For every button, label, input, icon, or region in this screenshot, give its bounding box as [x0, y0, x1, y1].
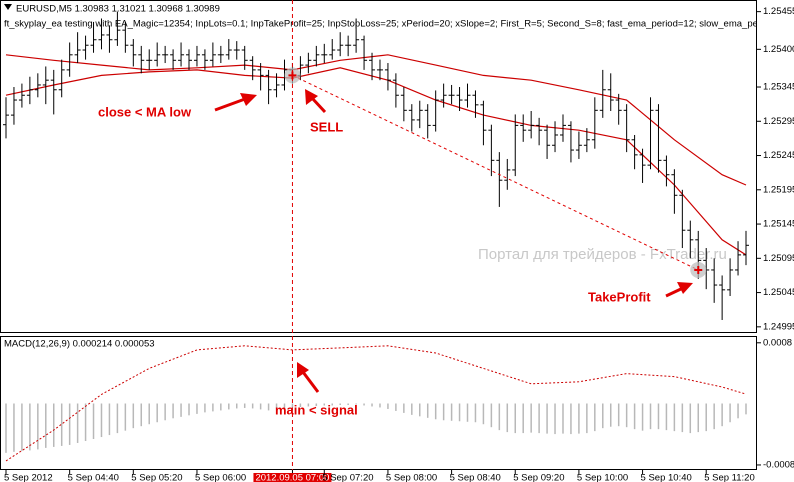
x-tick-label: 2012.09.05 07:00 — [255, 473, 329, 482]
watermark: Портал для трейдеров - FxTrader.ru — [478, 246, 727, 263]
y-tick-label: 1.25045 — [763, 287, 794, 298]
annotation: SELL — [310, 119, 343, 134]
trade-marker — [694, 265, 703, 274]
arrow-head — [297, 362, 309, 378]
x-tick-label: 5 Sep 2012 — [4, 473, 53, 482]
x-tick-label: 5 Sep 06:00 — [195, 473, 246, 482]
y-tick-label: 1.25245 — [763, 150, 794, 161]
y-tick-label: 1.25295 — [763, 116, 794, 127]
x-tick-label: 5 Sep 08:00 — [386, 473, 437, 482]
y-tick-label: 1.25400 — [763, 44, 794, 55]
arrow-head — [240, 93, 257, 106]
arrow-head — [677, 282, 693, 294]
chart-title: EURUSD,M5 1.30983 1.31021 1.30968 1.3098… — [16, 4, 220, 15]
annotation: close < MA low — [98, 104, 192, 119]
signal-line — [5, 345, 747, 462]
x-tick-label: 5 Sep 04:40 — [68, 473, 119, 482]
x-tick-label: 5 Sep 10:40 — [641, 473, 692, 482]
y-tick-label: 1.25345 — [763, 82, 794, 93]
annotation: main < signal — [275, 402, 358, 417]
x-tick-label: 5 Sep 11:20 — [704, 473, 755, 482]
x-tick-label: 5 Sep 05:20 — [131, 473, 182, 482]
arrow — [665, 286, 684, 298]
plot-area: Портал для трейдеров - FxTrader.ru — [3, 11, 749, 320]
y-tick-label: -0.00081 — [763, 459, 794, 470]
arrow-head — [305, 89, 318, 105]
symbol-icon — [4, 4, 12, 10]
y-tick-label: 1.25095 — [763, 253, 794, 264]
chart-subtitle: ft_skyplay_ea testing with EA_Magic=1235… — [4, 19, 790, 30]
arrow — [301, 371, 320, 393]
y-tick-label: 1.25145 — [763, 219, 794, 230]
x-tick-label: 5 Sep 07:20 — [322, 473, 373, 482]
x-tick-label: 5 Sep 08:40 — [450, 473, 501, 482]
annotation: TakeProfit — [588, 289, 651, 304]
arrow — [214, 97, 246, 112]
macd-panel — [0, 336, 757, 470]
arrow — [310, 96, 327, 114]
x-tick-label: 5 Sep 09:20 — [513, 473, 564, 482]
y-tick-label: 1.25455 — [763, 6, 794, 17]
y-tick-label: 0.0008 — [763, 337, 792, 348]
main-panel — [0, 0, 757, 333]
y-tick-label: 1.24995 — [763, 321, 794, 332]
x-tick-highlight — [253, 473, 332, 482]
arrows — [214, 89, 693, 393]
x-tick-label: 5 Sep 10:00 — [577, 473, 628, 482]
macd-title: MACD(12,26,9) 0.000214 0.000053 — [4, 339, 155, 350]
ma-line — [5, 54, 747, 186]
y-tick-label: 1.25195 — [763, 184, 794, 195]
